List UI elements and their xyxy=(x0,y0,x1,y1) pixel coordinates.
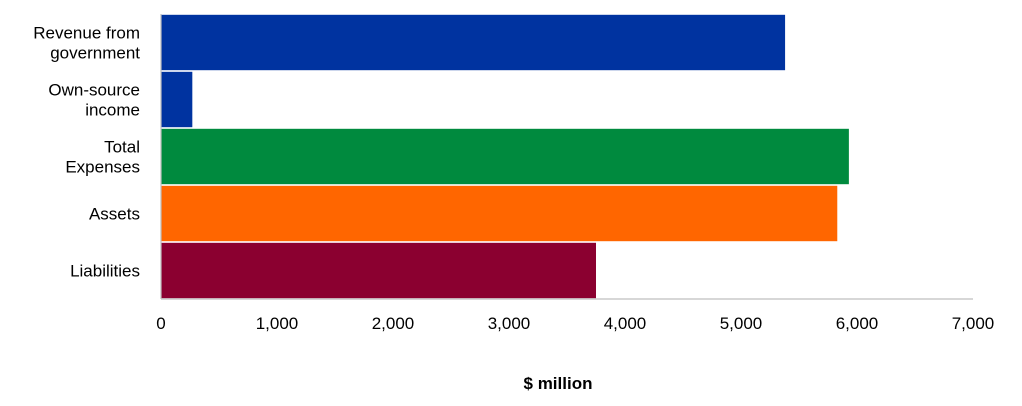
category-label: Own-source income xyxy=(48,81,140,120)
x-tick-labels: 0 1,000 2,000 3,000 4,000 5,000 6,000 7,000 xyxy=(156,314,994,333)
category-labels: Revenue from government Own-source income To… xyxy=(33,24,140,281)
category-label-line: Liabilities xyxy=(70,262,140,281)
category-label: Total Expenses xyxy=(65,138,140,177)
bars xyxy=(161,14,849,299)
bar-3 xyxy=(161,185,838,242)
x-tick-label: 4,000 xyxy=(604,314,647,333)
category-label-line: Revenue from xyxy=(33,24,140,43)
x-tick-label: 0 xyxy=(156,314,165,333)
category-label-line: government xyxy=(50,44,140,63)
category-label: Assets xyxy=(89,205,140,224)
category-label-line: Assets xyxy=(89,205,140,224)
x-axis-title: $ million xyxy=(524,374,593,393)
category-label-line: income xyxy=(85,101,140,120)
x-tick-label: 3,000 xyxy=(488,314,531,333)
bar-2 xyxy=(161,128,849,185)
x-tick-label: 6,000 xyxy=(836,314,879,333)
category-label-line: Expenses xyxy=(65,158,140,177)
category-label: Liabilities xyxy=(70,262,140,281)
category-label-line: Own-source xyxy=(48,81,140,100)
bar-1 xyxy=(161,71,193,128)
x-tick-label: 7,000 xyxy=(952,314,995,333)
bar-4 xyxy=(161,242,596,299)
category-label-line: Total xyxy=(104,138,140,157)
x-tick-label: 1,000 xyxy=(256,314,299,333)
x-tick-label: 5,000 xyxy=(720,314,763,333)
category-label: Revenue from government xyxy=(33,24,140,63)
x-tick-label: 2,000 xyxy=(372,314,415,333)
bar-0 xyxy=(161,14,786,71)
